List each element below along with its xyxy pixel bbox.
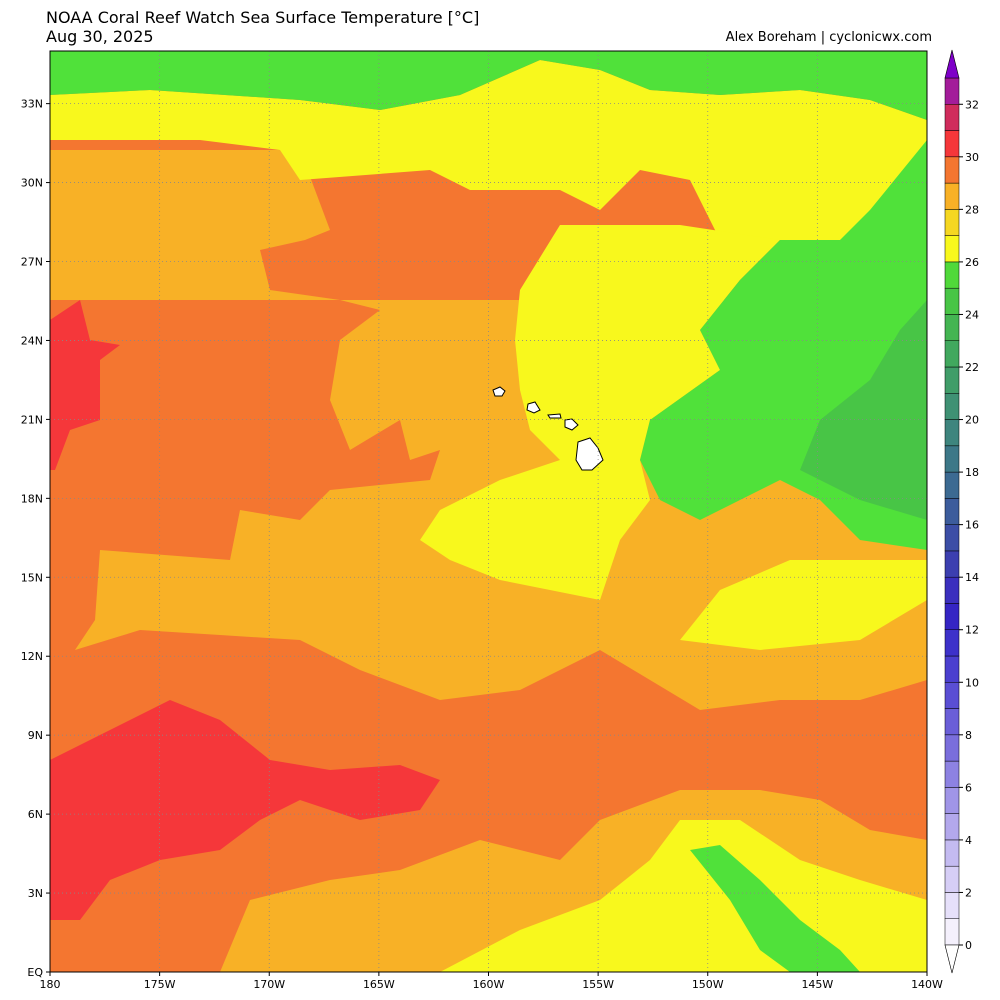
colorbar-swatch (944, 445, 960, 473)
hawaiian-islands (492, 386, 604, 471)
lat-tick-label: 30N (21, 177, 43, 190)
map-gridlines (50, 51, 927, 972)
lon-tick-label: 150W (692, 978, 724, 991)
colorbar-swatch (944, 104, 960, 131)
colorbar-tick-label: 30 (965, 151, 979, 164)
colorbar-swatch (944, 498, 960, 525)
colorbar-tick-label: 6 (965, 781, 972, 794)
colorbar-swatch (944, 813, 960, 841)
colorbar-swatch (944, 892, 960, 919)
colorbar-swatch (944, 287, 960, 315)
colorbar-tick-label: 16 (965, 519, 979, 532)
sst-region-25-east-dark (800, 300, 927, 520)
colorbar-swatch (944, 156, 960, 184)
colorbar-swatch (944, 77, 960, 105)
sst-region-26-central (420, 225, 780, 600)
sst-region-27 (50, 150, 927, 710)
colorbar-swatch (944, 550, 960, 578)
island-oahu (526, 401, 541, 414)
credit-text: Alex Boreham | cyclonicwx.com (725, 30, 932, 45)
colorbar-swatch (944, 471, 960, 499)
lat-tick-label: 18N (21, 492, 43, 505)
colorbar-swatch (944, 235, 960, 263)
lon-tick-label: 165W (363, 978, 395, 991)
colorbar-tick-label: 12 (965, 624, 979, 637)
colorbar-swatch (944, 366, 960, 394)
colorbar-swatch (944, 209, 960, 236)
colorbar-tick-label: 22 (965, 361, 979, 374)
title-line-1: NOAA Coral Reef Watch Sea Surface Temper… (46, 8, 480, 27)
colorbar-tick-label: 10 (965, 676, 979, 689)
map-title: NOAA Coral Reef Watch Sea Surface Temper… (46, 8, 479, 46)
lon-tick-label: 145W (801, 978, 833, 991)
lat-tick-label: 6N (28, 808, 43, 821)
colorbar-tick-label: 28 (965, 203, 979, 216)
title-line-2: Aug 30, 2025 (46, 27, 154, 46)
colorbar-tick-label: 20 (965, 414, 979, 427)
lat-tick-label: 15N (21, 571, 43, 584)
lon-tick-label: 170W (253, 978, 285, 991)
colorbar-swatch (944, 340, 960, 368)
colorbar-extend-min (944, 944, 960, 974)
colorbar-swatch (944, 682, 960, 709)
sst-region-26-west (680, 560, 927, 650)
colorbar-tick-label: 4 (965, 834, 972, 847)
colorbar-swatch (944, 839, 960, 867)
island-hawaii (575, 437, 604, 471)
lat-tick-label: 3N (28, 887, 43, 900)
colorbar-tick-label: 8 (965, 729, 972, 742)
colorbar-swatch (944, 865, 960, 893)
lat-tick-label: 33N (21, 98, 43, 111)
colorbar-swatch (944, 655, 960, 683)
sst-region-25-north (50, 51, 927, 120)
sst-region-25-south (690, 845, 860, 972)
colorbar-swatch (944, 918, 960, 946)
sst-region-29-south (50, 700, 440, 920)
colorbar-swatch (944, 393, 960, 420)
colorbar-swatch (944, 734, 960, 762)
colorbar-tick-label: 24 (965, 308, 979, 321)
lon-tick-label: 160W (473, 978, 505, 991)
colorbar-tick-label: 0 (965, 939, 972, 952)
island-kauai (492, 386, 506, 397)
colorbar-swatch (944, 261, 960, 289)
sst-region-29-north (50, 300, 120, 470)
colorbar-extend-max (944, 49, 960, 79)
colorbar-tick-label: 2 (965, 886, 972, 899)
colorbar-tick-label: 14 (965, 571, 979, 584)
colorbar-swatch (944, 629, 960, 657)
island-molokai (547, 413, 562, 419)
sst-field (50, 51, 927, 972)
colorbar-swatch (944, 314, 960, 341)
colorbar-swatch (944, 603, 960, 630)
lat-tick-label: 21N (21, 413, 43, 426)
colorbar-tick-label: 18 (965, 466, 979, 479)
lon-tick-label: 140W (911, 978, 943, 991)
colorbar-swatch (944, 576, 960, 604)
lon-tick-label: 155W (582, 978, 614, 991)
colorbar-swatch (944, 524, 960, 552)
lat-axis: EQ 3N 6N 9N 12N 15N 18N 21N 24N 27N 30N 33N (21, 98, 50, 979)
colorbar-tick-label: 26 (965, 256, 979, 269)
colorbar-swatch (944, 419, 960, 447)
colorbar-swatch (944, 182, 960, 210)
colorbar-tick-label: 32 (965, 98, 979, 111)
lon-axis: 180 175W 170W 165W 160W 155W 150W 145W 140W (40, 972, 943, 991)
lat-tick-label: 24N (21, 334, 43, 347)
lat-tick-label: 12N (21, 650, 43, 663)
lat-tick-label: 9N (28, 729, 43, 742)
lat-tick-label: 27N (21, 256, 43, 269)
lon-tick-label: 180 (40, 978, 61, 991)
lat-tick-label: EQ (27, 966, 43, 979)
colorbar-swatch (944, 787, 960, 814)
colorbar-swatch (944, 130, 960, 158)
lon-tick-label: 175W (144, 978, 176, 991)
colorbar-swatch (944, 760, 960, 788)
colorbar-swatch (944, 708, 960, 736)
